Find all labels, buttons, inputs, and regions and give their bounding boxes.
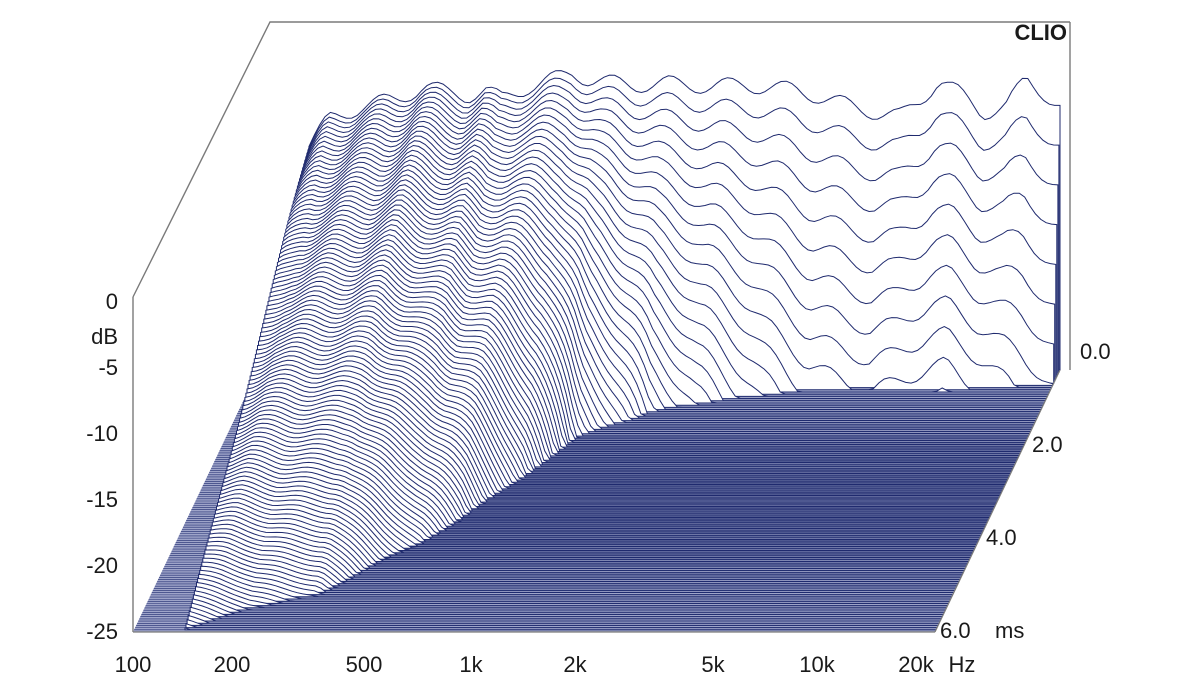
z-axis-ticks: 0.0 2.0 4.0 6.0 ms (940, 339, 1111, 643)
waterfall-slice (190, 602, 943, 618)
waterfall-slice (195, 586, 947, 609)
x-tick-10k: 10k (799, 652, 835, 677)
waterfall-slice (185, 623, 938, 629)
x-axis-unit: Hz (949, 652, 976, 677)
x-axis-ticks: 100 200 500 1k 2k 5k 10k 20k Hz (115, 652, 976, 677)
x-tick-20k: 20k (898, 652, 934, 677)
waterfall-slice (186, 618, 939, 626)
z-tick-4: 4.0 (986, 525, 1017, 550)
y-tick-5: -5 (98, 355, 118, 380)
waterfall-slice (187, 614, 940, 624)
y-axis-unit: dB (91, 324, 118, 349)
back-wall-left-edge (132, 21, 1070, 298)
y-tick-15: -15 (86, 487, 118, 512)
waterfall-slice (232, 431, 985, 529)
y-tick-20: -20 (86, 553, 118, 578)
waterfall-slice (231, 435, 984, 532)
z-tick-6: 6.0 (940, 618, 971, 643)
x-tick-1k: 1k (459, 652, 483, 677)
y-tick-25: -25 (86, 619, 118, 644)
clio-brand: CLIO (1014, 20, 1067, 45)
x-tick-2k: 2k (563, 652, 587, 677)
waterfall-slice (192, 594, 945, 613)
time-axis-line (934, 369, 1061, 633)
waterfall-slice (189, 606, 942, 620)
x-tick-100: 100 (115, 652, 152, 677)
waterfall-slice (191, 598, 944, 615)
floor-edges (133, 369, 1061, 633)
waterfall-slice (230, 440, 983, 534)
waterfall-slice (196, 581, 948, 607)
y-tick-10: -10 (86, 421, 118, 446)
y-axis-ticks: 0 dB -5 -10 -15 -20 -25 (86, 289, 118, 644)
waterfall-slice (197, 577, 949, 604)
z-tick-2: 2.0 (1032, 432, 1063, 457)
waterfall-slices (183, 70, 1061, 633)
z-axis-unit: ms (995, 618, 1024, 643)
box-frame (132, 21, 1071, 632)
x-tick-5k: 5k (701, 652, 725, 677)
x-tick-500: 500 (346, 652, 383, 677)
y-tick-0: 0 (106, 289, 118, 314)
z-tick-0: 0.0 (1080, 339, 1111, 364)
waterfall-slice (184, 627, 937, 631)
x-tick-200: 200 (214, 652, 251, 677)
waterfall-slice (193, 590, 946, 611)
waterfall-slice (198, 573, 950, 602)
waterfall-slice (188, 610, 941, 622)
